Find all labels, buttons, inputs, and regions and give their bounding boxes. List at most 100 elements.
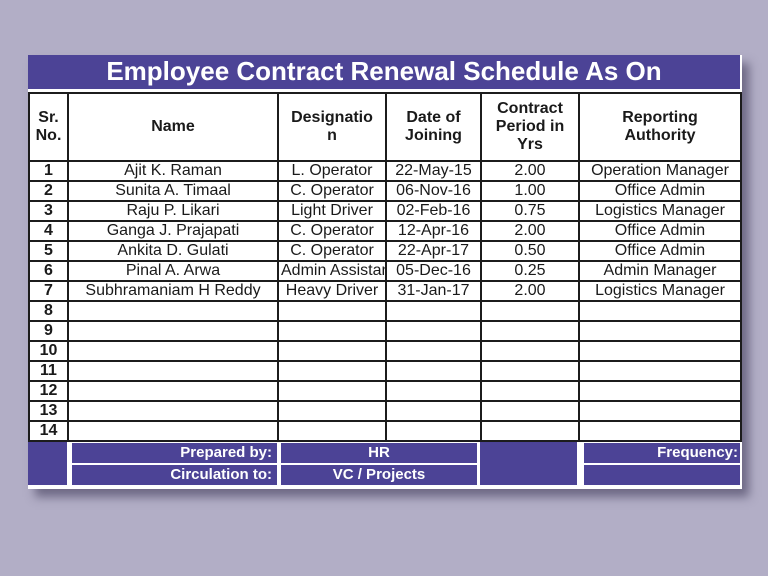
cell-date-of-joining[interactable] <box>385 400 482 422</box>
cell-date-of-joining[interactable]: 31-Jan-17 <box>385 280 482 302</box>
cell-contract-period[interactable]: 2.00 <box>480 280 580 302</box>
cell-sr-no[interactable]: 9 <box>28 320 69 342</box>
cell-date-of-joining[interactable] <box>385 320 482 342</box>
cell-reporting-authority[interactable]: Office Admin <box>578 220 742 242</box>
header-reporting-authority[interactable]: Reporting Authority <box>578 92 742 162</box>
cell-date-of-joining[interactable] <box>385 300 482 322</box>
cell-date-of-joining[interactable] <box>385 420 482 442</box>
cell-contract-period[interactable]: 1.00 <box>480 180 580 202</box>
cell-sr-no[interactable]: 5 <box>28 240 69 262</box>
cell-name[interactable] <box>67 360 279 382</box>
spreadsheet: Employee Contract Renewal Schedule As On… <box>28 55 742 489</box>
table-body: 1 Ajit K. Raman L. Operator 22-May-15 2.… <box>28 160 742 442</box>
cell-reporting-authority[interactable]: Admin Manager <box>578 260 742 282</box>
circulation-to-value[interactable]: VC / Projects <box>281 465 477 485</box>
cell-sr-no[interactable]: 11 <box>28 360 69 382</box>
cell-contract-period[interactable] <box>480 420 580 442</box>
cell-date-of-joining[interactable] <box>385 380 482 402</box>
cell-sr-no[interactable]: 1 <box>28 160 69 182</box>
cell-date-of-joining[interactable]: 05-Dec-16 <box>385 260 482 282</box>
cell-sr-no[interactable]: 3 <box>28 200 69 222</box>
cell-contract-period[interactable]: 0.50 <box>480 240 580 262</box>
cell-name[interactable] <box>67 380 279 402</box>
cell-name[interactable] <box>67 320 279 342</box>
cell-sr-no[interactable]: 6 <box>28 260 69 282</box>
cell-designation[interactable] <box>277 360 387 382</box>
prepared-by-label[interactable]: Prepared by: <box>72 443 277 463</box>
cell-designation[interactable] <box>277 320 387 342</box>
header-name-label: Name <box>151 117 195 135</box>
cell-date-of-joining[interactable]: 02-Feb-16 <box>385 200 482 222</box>
cell-contract-period[interactable]: 2.00 <box>480 220 580 242</box>
cell-contract-period[interactable] <box>480 360 580 382</box>
header-name[interactable]: Name <box>67 92 279 162</box>
cell-reporting-authority[interactable] <box>578 320 742 342</box>
cell-name[interactable]: Sunita A. Timaal <box>67 180 279 202</box>
cell-name[interactable] <box>67 420 279 442</box>
cell-name[interactable]: Ajit K. Raman <box>67 160 279 182</box>
frequency-value[interactable] <box>584 465 740 485</box>
cell-reporting-authority[interactable]: Logistics Manager <box>578 200 742 222</box>
cell-sr-no[interactable]: 10 <box>28 340 69 362</box>
cell-designation[interactable] <box>277 420 387 442</box>
cell-sr-no[interactable]: 8 <box>28 300 69 322</box>
header-designation[interactable]: Designation <box>277 92 387 162</box>
cell-designation[interactable]: C. Operator <box>277 180 387 202</box>
frequency-label[interactable]: Frequency: <box>584 443 740 463</box>
cell-date-of-joining[interactable]: 22-Apr-17 <box>385 240 482 262</box>
cell-name[interactable]: Ankita D. Gulati <box>67 240 279 262</box>
cell-sr-no[interactable]: 14 <box>28 420 69 442</box>
cell-contract-period[interactable]: 2.00 <box>480 160 580 182</box>
header-contract-period[interactable]: Contract Period in Yrs <box>480 92 580 162</box>
cell-name[interactable] <box>67 400 279 422</box>
cell-reporting-authority[interactable] <box>578 380 742 402</box>
cell-sr-no[interactable]: 13 <box>28 400 69 422</box>
cell-reporting-authority[interactable] <box>578 300 742 322</box>
cell-name[interactable] <box>67 340 279 362</box>
cell-reporting-authority[interactable]: Operation Manager <box>578 160 742 182</box>
cell-date-of-joining[interactable] <box>385 360 482 382</box>
cell-designation[interactable]: Admin Assistant <box>277 260 387 282</box>
cell-designation[interactable]: Heavy Driver <box>277 280 387 302</box>
cell-contract-period[interactable]: 0.25 <box>480 260 580 282</box>
cell-designation[interactable] <box>277 380 387 402</box>
cell-designation[interactable] <box>277 340 387 362</box>
cell-designation[interactable]: C. Operator <box>277 240 387 262</box>
cell-sr-no[interactable]: 12 <box>28 380 69 402</box>
cell-sr-no[interactable]: 4 <box>28 220 69 242</box>
cell-contract-period[interactable] <box>480 400 580 422</box>
cell-contract-period[interactable] <box>480 320 580 342</box>
cell-designation[interactable] <box>277 400 387 422</box>
cell-reporting-authority[interactable]: Office Admin <box>578 180 742 202</box>
cell-reporting-authority[interactable] <box>578 400 742 422</box>
cell-designation[interactable]: L. Operator <box>277 160 387 182</box>
cell-contract-period[interactable]: 0.75 <box>480 200 580 222</box>
table-row: 12 <box>28 380 742 402</box>
cell-sr-no[interactable]: 7 <box>28 280 69 302</box>
cell-name[interactable] <box>67 300 279 322</box>
cell-reporting-authority[interactable]: Logistics Manager <box>578 280 742 302</box>
cell-name[interactable]: Pinal A. Arwa <box>67 260 279 282</box>
header-sr-no[interactable]: Sr. No. <box>28 92 69 162</box>
cell-date-of-joining[interactable]: 06-Nov-16 <box>385 180 482 202</box>
cell-name[interactable]: Raju P. Likari <box>67 200 279 222</box>
cell-contract-period[interactable] <box>480 380 580 402</box>
cell-reporting-authority[interactable] <box>578 360 742 382</box>
circulation-to-label[interactable]: Circulation to: <box>72 465 277 485</box>
cell-sr-no[interactable]: 2 <box>28 180 69 202</box>
cell-name[interactable]: Ganga J. Prajapati <box>67 220 279 242</box>
cell-contract-period[interactable] <box>480 340 580 362</box>
cell-reporting-authority[interactable]: Office Admin <box>578 240 742 262</box>
prepared-by-value[interactable]: HR <box>281 443 477 463</box>
cell-reporting-authority[interactable] <box>578 420 742 442</box>
cell-designation[interactable]: C. Operator <box>277 220 387 242</box>
cell-name[interactable]: Subhramaniam H Reddy <box>67 280 279 302</box>
cell-designation[interactable] <box>277 300 387 322</box>
cell-contract-period[interactable] <box>480 300 580 322</box>
cell-reporting-authority[interactable] <box>578 340 742 362</box>
cell-date-of-joining[interactable]: 12-Apr-16 <box>385 220 482 242</box>
header-date-of-joining[interactable]: Date of Joining <box>385 92 482 162</box>
cell-date-of-joining[interactable]: 22-May-15 <box>385 160 482 182</box>
cell-designation[interactable]: Light Driver <box>277 200 387 222</box>
cell-date-of-joining[interactable] <box>385 340 482 362</box>
